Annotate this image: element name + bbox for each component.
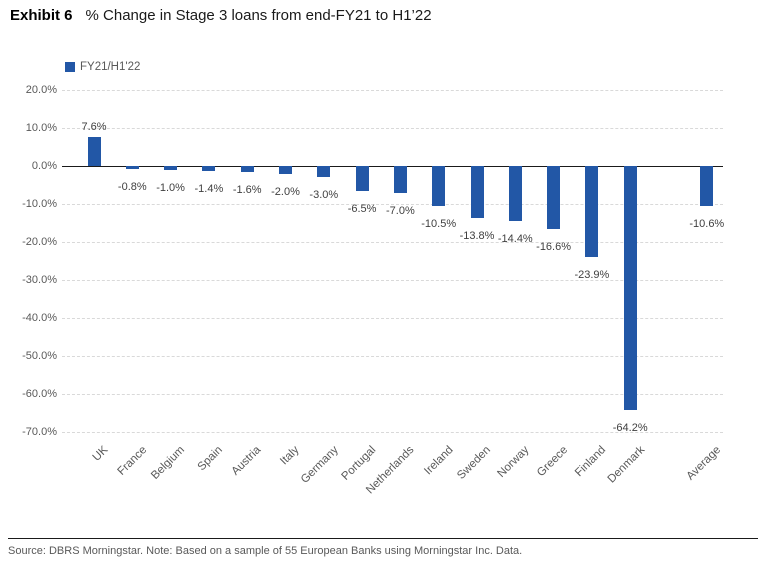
legend-swatch-icon	[65, 62, 75, 72]
y-tick-label: -10.0%	[22, 198, 57, 210]
x-category-label: Sweden	[455, 444, 494, 482]
y-tick-label: -70.0%	[22, 426, 57, 438]
value-label: -1.6%	[232, 184, 262, 197]
x-category-label: Belgium	[149, 444, 188, 482]
bar-norway	[508, 166, 522, 221]
y-tick-label: -20.0%	[22, 236, 57, 248]
gridline	[62, 204, 723, 205]
exhibit-label: Exhibit 6	[10, 7, 73, 24]
legend: FY21/H1'22	[65, 61, 140, 73]
bar-greece	[547, 166, 561, 230]
gridline	[62, 128, 723, 129]
bar-ireland	[432, 166, 446, 206]
page-title: Exhibit 6 % Change in Stage 3 loans from …	[10, 7, 432, 24]
bar-france	[125, 166, 139, 170]
bar-germany	[317, 166, 331, 178]
value-label: -13.8%	[459, 230, 495, 243]
bar-sweden	[470, 166, 484, 219]
x-category-label: Italy	[278, 444, 302, 468]
value-label: -14.4%	[497, 232, 533, 245]
y-tick-label: 0.0%	[31, 160, 57, 172]
source-note: Source: DBRS Morningstar. Note: Based on…	[8, 545, 523, 557]
bar-italy	[279, 166, 292, 174]
x-category-label: France	[115, 444, 149, 478]
x-category-label: Finland	[573, 444, 609, 480]
value-label: -0.8%	[117, 181, 147, 194]
x-category-label: Denmark	[605, 444, 647, 486]
x-category-label: Norway	[495, 444, 532, 481]
y-tick-label: -60.0%	[22, 388, 57, 400]
gridline	[62, 280, 723, 281]
bar-austria	[240, 166, 254, 173]
gridline	[62, 356, 723, 357]
y-tick-label: -40.0%	[22, 312, 57, 324]
value-label: 7.6%	[81, 121, 107, 134]
x-category-label: Average	[684, 444, 724, 483]
footer-divider	[8, 538, 758, 539]
value-label: -7.0%	[386, 204, 415, 217]
bar-netherlands	[393, 166, 407, 193]
value-label: -3.0%	[309, 189, 339, 202]
y-tick-label: 20.0%	[25, 84, 57, 96]
x-category-label: Germany	[298, 444, 341, 486]
chart-title-text: % Change in Stage 3 loans from end-FY21 …	[85, 7, 432, 24]
gridline	[62, 318, 723, 319]
bar-denmark	[623, 166, 637, 410]
bar-portugal	[355, 166, 369, 191]
gridline	[62, 90, 723, 91]
y-tick-label: -50.0%	[22, 350, 57, 362]
x-category-label: UK	[90, 444, 111, 464]
y-tick-label: -30.0%	[22, 274, 57, 286]
x-axis-line	[62, 166, 723, 167]
legend-label: FY21/H1'22	[80, 61, 141, 73]
value-label: -64.2%	[612, 421, 648, 434]
bar-spain	[202, 166, 216, 172]
value-label: -1.0%	[156, 181, 185, 194]
x-category-label: Ireland	[421, 444, 456, 478]
y-tick-label: 10.0%	[25, 122, 57, 134]
value-label: -23.9%	[574, 268, 610, 281]
bar-uk	[87, 137, 101, 166]
value-label: -10.5%	[421, 217, 457, 230]
x-category-label: Austria	[229, 444, 264, 478]
bar-average	[700, 166, 714, 207]
x-category-label: Spain	[196, 444, 226, 474]
value-label: -10.6%	[689, 218, 725, 231]
x-category-label: Portugal	[339, 444, 379, 483]
bar-belgium	[164, 166, 178, 170]
value-label: -16.6%	[536, 241, 572, 254]
value-label: -1.4%	[194, 183, 224, 196]
gridline	[62, 394, 723, 395]
x-category-label: Greece	[534, 444, 571, 480]
value-label: -2.0%	[271, 185, 300, 198]
gridline	[62, 242, 723, 243]
value-label: -6.5%	[347, 202, 377, 215]
bar-finland	[585, 166, 599, 257]
gridline	[62, 432, 723, 433]
